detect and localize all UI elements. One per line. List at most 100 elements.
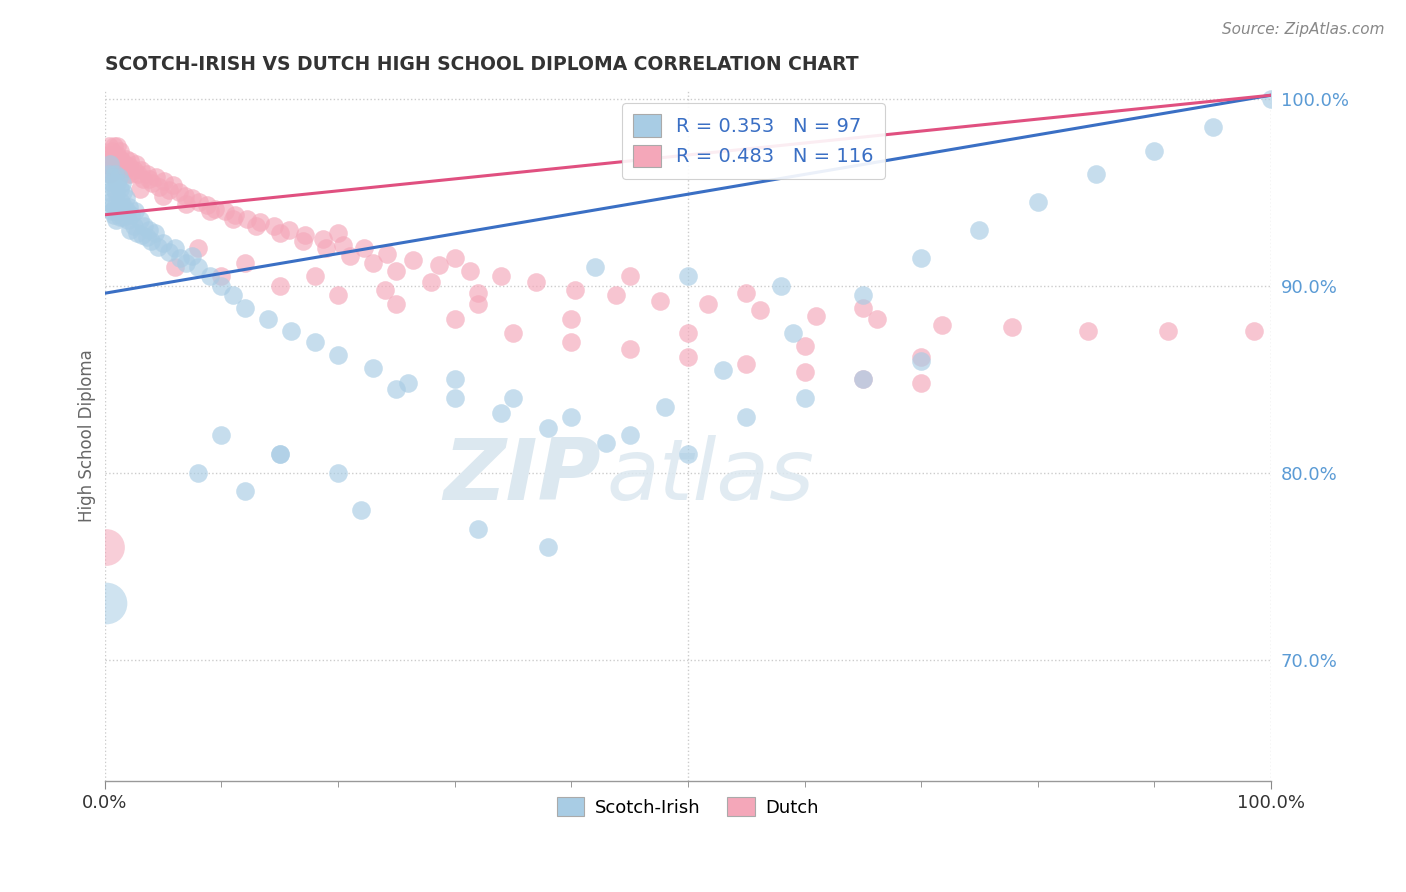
Point	[131, 228, 153, 243]
Point	[676, 269, 699, 284]
Point	[103, 138, 125, 153]
Point	[107, 198, 129, 212]
Point	[132, 172, 155, 186]
Point	[112, 186, 135, 200]
Point	[619, 428, 641, 442]
Point	[105, 157, 128, 171]
Point	[107, 163, 129, 178]
Point	[138, 223, 160, 237]
Point	[134, 219, 156, 233]
Point	[361, 361, 384, 376]
Point	[676, 350, 699, 364]
Point	[100, 194, 122, 209]
Point	[135, 167, 157, 181]
Point	[163, 260, 186, 274]
Point	[735, 286, 758, 301]
Point	[429, 258, 451, 272]
Point	[595, 435, 617, 450]
Point	[122, 163, 145, 178]
Point	[249, 215, 271, 229]
Point	[396, 376, 419, 390]
Text: atlas: atlas	[606, 435, 814, 518]
Point	[112, 161, 135, 175]
Point	[112, 210, 135, 224]
Point	[735, 409, 758, 424]
Point	[114, 191, 136, 205]
Point	[187, 466, 209, 480]
Point	[269, 278, 291, 293]
Point	[118, 200, 141, 214]
Point	[120, 223, 142, 237]
Point	[127, 167, 149, 181]
Point	[804, 309, 827, 323]
Point	[489, 406, 512, 420]
Point	[167, 186, 190, 200]
Point	[361, 256, 384, 270]
Text: Source: ZipAtlas.com: Source: ZipAtlas.com	[1222, 22, 1385, 37]
Point	[122, 219, 145, 233]
Point	[105, 213, 128, 227]
Point	[852, 288, 875, 302]
Text: ZIP: ZIP	[443, 435, 600, 518]
Point	[115, 204, 138, 219]
Point	[209, 278, 232, 293]
Point	[100, 152, 122, 166]
Point	[120, 167, 142, 181]
Point	[169, 251, 191, 265]
Point	[204, 202, 226, 217]
Point	[304, 334, 326, 349]
Point	[107, 204, 129, 219]
Point	[115, 161, 138, 175]
Point	[749, 303, 772, 318]
Point	[910, 251, 932, 265]
Point	[118, 159, 141, 173]
Point	[931, 318, 953, 332]
Point	[141, 234, 163, 248]
Point	[108, 152, 131, 166]
Point	[280, 324, 302, 338]
Point	[467, 522, 489, 536]
Point	[209, 269, 232, 284]
Point	[107, 138, 129, 153]
Point	[198, 204, 221, 219]
Point	[294, 228, 316, 243]
Point	[233, 484, 256, 499]
Point	[969, 223, 991, 237]
Point	[103, 181, 125, 195]
Point	[222, 211, 245, 226]
Point	[181, 249, 204, 263]
Point	[108, 210, 131, 224]
Point	[141, 176, 163, 190]
Point	[111, 204, 134, 219]
Point	[101, 161, 124, 175]
Point	[332, 237, 354, 252]
Point	[401, 252, 423, 267]
Point	[148, 239, 170, 253]
Point	[198, 269, 221, 284]
Point	[152, 189, 174, 203]
Point	[111, 176, 134, 190]
Point	[188, 194, 211, 209]
Point	[107, 148, 129, 162]
Point	[100, 157, 122, 171]
Point	[866, 312, 889, 326]
Text: SCOTCH-IRISH VS DUTCH HIGH SCHOOL DIPLOMA CORRELATION CHART: SCOTCH-IRISH VS DUTCH HIGH SCHOOL DIPLOM…	[104, 55, 858, 74]
Point	[100, 167, 122, 181]
Point	[110, 194, 132, 209]
Point	[148, 179, 170, 194]
Legend: Scotch-Irish, Dutch: Scotch-Irish, Dutch	[550, 789, 827, 824]
Point	[1260, 92, 1282, 106]
Point	[326, 466, 349, 480]
Point	[654, 401, 676, 415]
Point	[696, 297, 718, 311]
Point	[153, 174, 176, 188]
Point	[619, 269, 641, 284]
Point	[1026, 194, 1049, 209]
Point	[103, 148, 125, 162]
Point	[852, 372, 875, 386]
Point	[97, 157, 120, 171]
Point	[117, 167, 139, 181]
Point	[209, 428, 232, 442]
Point	[129, 163, 152, 178]
Point	[605, 288, 627, 302]
